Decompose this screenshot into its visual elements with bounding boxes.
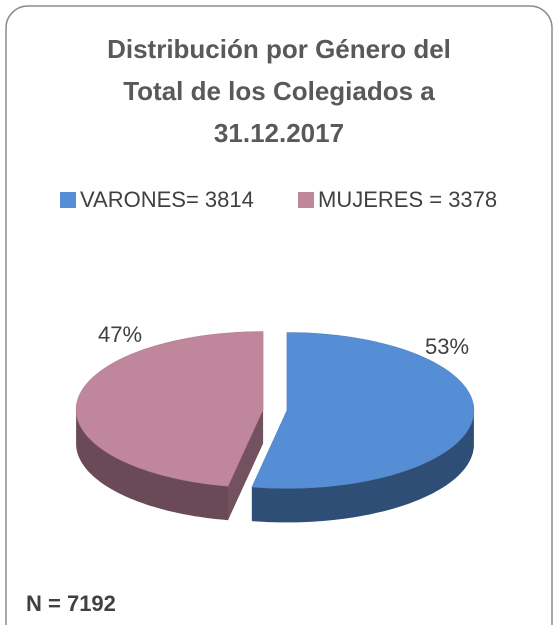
chart-title: Distribución por Género del Total de los… [107,34,451,148]
annotation: N = 7192 [26,591,116,616]
slice-wall [251,410,474,523]
slice-wall [76,409,228,521]
data-label: 47% [98,322,142,347]
legend-label: VARONES= 3814 [80,187,254,212]
data-label: 53% [425,334,469,359]
legend-label: MUJERES = 3378 [318,187,497,212]
slice [75,331,264,487]
legend-swatch [298,192,314,208]
slice-side [228,409,264,521]
legend-swatch [60,192,76,208]
slice [251,332,475,489]
